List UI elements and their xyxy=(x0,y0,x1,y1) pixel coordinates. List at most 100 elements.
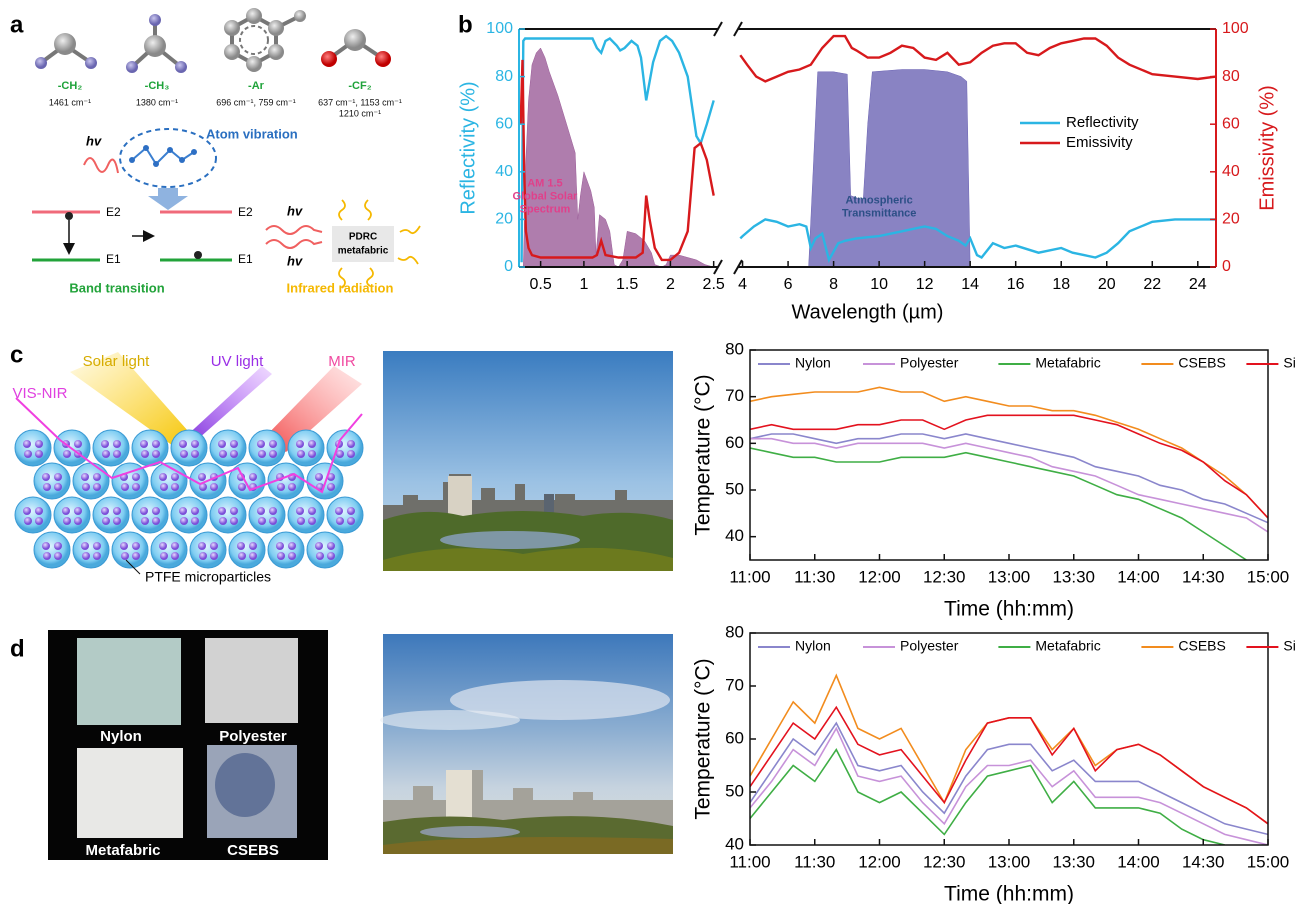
area-label: Spectrum xyxy=(520,204,571,216)
y-tick-label: 60 xyxy=(725,728,744,747)
spectrum-area xyxy=(523,48,713,267)
particles-label: PTFE microparticles xyxy=(145,569,271,585)
x-tick-label: 12 xyxy=(916,276,934,293)
particle xyxy=(210,497,246,533)
particle-core xyxy=(258,450,266,458)
particle-core xyxy=(230,450,238,458)
x-tick-label: 14:30 xyxy=(1182,852,1225,871)
particle-core xyxy=(327,542,335,550)
particle-core xyxy=(141,517,149,525)
molecule-ch3 xyxy=(126,14,187,73)
area-label: Atmospheric xyxy=(845,194,912,206)
particle-core xyxy=(288,483,296,491)
particle xyxy=(151,532,187,568)
photo-e xyxy=(383,351,673,571)
particle-core xyxy=(257,507,265,515)
photon-label: hv xyxy=(287,253,303,268)
particle-core xyxy=(152,517,160,525)
particle-core xyxy=(218,507,226,515)
y-tick-label: 80 xyxy=(495,68,513,85)
particle xyxy=(210,430,246,466)
x-tick-label: 18 xyxy=(1052,276,1070,293)
particle-core xyxy=(249,552,257,560)
particle xyxy=(249,497,285,533)
particle-core xyxy=(171,473,179,481)
photon-wave xyxy=(266,226,322,234)
particle-core xyxy=(152,450,160,458)
particle xyxy=(132,430,168,466)
y-tick-label: 60 xyxy=(725,433,744,452)
particle-core xyxy=(269,517,277,525)
molecule-ar xyxy=(224,8,306,72)
sample-label: Metafabric xyxy=(85,842,160,859)
particle-core xyxy=(93,483,101,491)
y-tick-label: 60 xyxy=(495,115,513,132)
photon-label: hv xyxy=(86,133,102,148)
x-tick-label: 16 xyxy=(1007,276,1025,293)
metafabric-swatch xyxy=(77,748,183,838)
x-tick-label: 12:00 xyxy=(858,852,901,871)
particle-core xyxy=(171,552,179,560)
particle-core xyxy=(171,542,179,550)
particle xyxy=(171,430,207,466)
particle-core xyxy=(93,542,101,550)
nylon-swatch xyxy=(77,638,181,725)
particle-core xyxy=(308,450,316,458)
particle xyxy=(190,532,226,568)
particle-core xyxy=(336,450,344,458)
band-label: 637 cm⁻¹, 1153 cm⁻¹ xyxy=(318,97,402,107)
particle-core xyxy=(219,517,227,525)
particle-core xyxy=(257,440,265,448)
particle-core xyxy=(191,507,199,515)
x-tick-label: 13:30 xyxy=(1052,567,1095,586)
photon-wave xyxy=(84,158,118,173)
band-label: 1461 cm⁻¹ xyxy=(49,97,91,107)
particle-core xyxy=(210,552,218,560)
particle xyxy=(112,532,148,568)
particle xyxy=(93,497,129,533)
particle-core xyxy=(101,507,109,515)
particle-core xyxy=(238,552,246,560)
beam-label: UV light xyxy=(211,353,264,370)
y2-tick-label: 80 xyxy=(1222,68,1240,85)
molecule-cf2 xyxy=(321,29,391,67)
x-tick-label: 22 xyxy=(1143,276,1161,293)
particle-core xyxy=(54,542,62,550)
x-tick-label: 2.5 xyxy=(703,276,725,293)
area-label: Global Solar xyxy=(513,191,579,203)
legend-label: Silicone Plate xyxy=(1283,638,1296,654)
series-line xyxy=(750,750,1225,845)
level-label: E1 xyxy=(238,252,253,266)
particle-core xyxy=(113,507,121,515)
particle xyxy=(327,497,363,533)
particle-core xyxy=(238,483,246,491)
particle-core xyxy=(288,542,296,550)
level-label: E2 xyxy=(106,205,121,219)
particle-core xyxy=(23,507,31,515)
particle-core xyxy=(159,473,167,481)
particle-core xyxy=(249,542,257,550)
particle-core xyxy=(230,440,238,448)
x-axis-title: Wavelength (µm) xyxy=(792,301,944,323)
particle-core xyxy=(347,440,355,448)
y-tick-label: 40 xyxy=(725,834,744,853)
x-tick-label: 0.5 xyxy=(530,276,552,293)
particle-core xyxy=(297,450,305,458)
down-arrow xyxy=(148,188,188,210)
series-line xyxy=(750,415,1268,518)
panel-label: a xyxy=(10,11,24,38)
particle-core xyxy=(24,517,32,525)
particle-core xyxy=(23,440,31,448)
x-tick-label: 1 xyxy=(579,276,588,293)
particle-core xyxy=(277,552,285,560)
x-tick-label: 12:00 xyxy=(858,567,901,586)
particle-core xyxy=(160,552,168,560)
particle-core xyxy=(219,450,227,458)
x-tick-label: 11:30 xyxy=(794,852,835,871)
particle-core xyxy=(82,552,90,560)
x-tick-label: 14:30 xyxy=(1182,567,1225,586)
legend-label: Polyester xyxy=(900,355,959,371)
particle-core xyxy=(276,542,284,550)
beam-label: MIR xyxy=(328,353,356,370)
particle-core xyxy=(179,440,187,448)
